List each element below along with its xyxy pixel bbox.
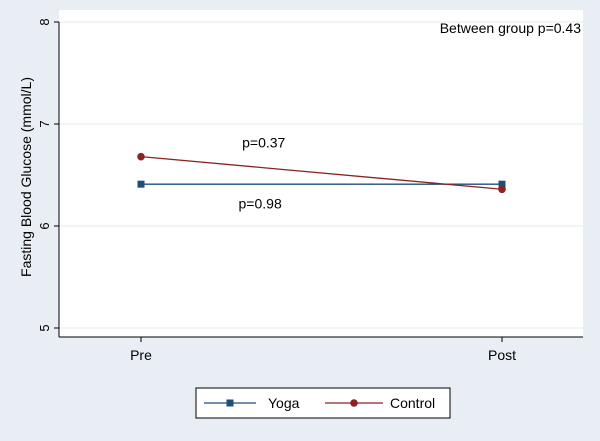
legend-marker — [350, 399, 358, 407]
annotations: Between group p=0.43 p=0.37 p=0.98 — [239, 20, 582, 211]
legend-label: Control — [390, 395, 435, 411]
legend-label: Yoga — [268, 395, 300, 411]
series-lines — [137, 152, 506, 194]
legend-marker — [226, 399, 234, 407]
y-tick-label: 6 — [37, 222, 52, 229]
legend-item-control: Control — [325, 395, 435, 411]
y-axis-label: Fasting Blood Glucose (mmol/L) — [18, 77, 34, 277]
series-control — [137, 152, 506, 194]
y-tick-label: 7 — [37, 120, 52, 127]
annotation-2: p=0.98 — [239, 196, 282, 212]
annotation-0: Between group p=0.43 — [440, 20, 581, 36]
y-tick-label: 8 — [37, 18, 52, 25]
legend-box — [195, 387, 451, 419]
gridlines — [59, 21, 583, 329]
data-point — [137, 152, 145, 161]
y-tick-label: 5 — [37, 324, 52, 331]
legend: Yoga Control — [195, 387, 451, 419]
annotation-1: p=0.37 — [242, 134, 285, 150]
data-point — [498, 180, 506, 188]
x-tick-label: Post — [488, 347, 516, 363]
series-line — [140, 155, 503, 190]
data-point — [498, 185, 506, 194]
data-point — [137, 180, 145, 188]
axes: 5 6 7 8 Pre Post — [37, 18, 583, 363]
legend-item-yoga: Yoga — [204, 395, 300, 411]
x-tick-label: Pre — [130, 347, 152, 363]
